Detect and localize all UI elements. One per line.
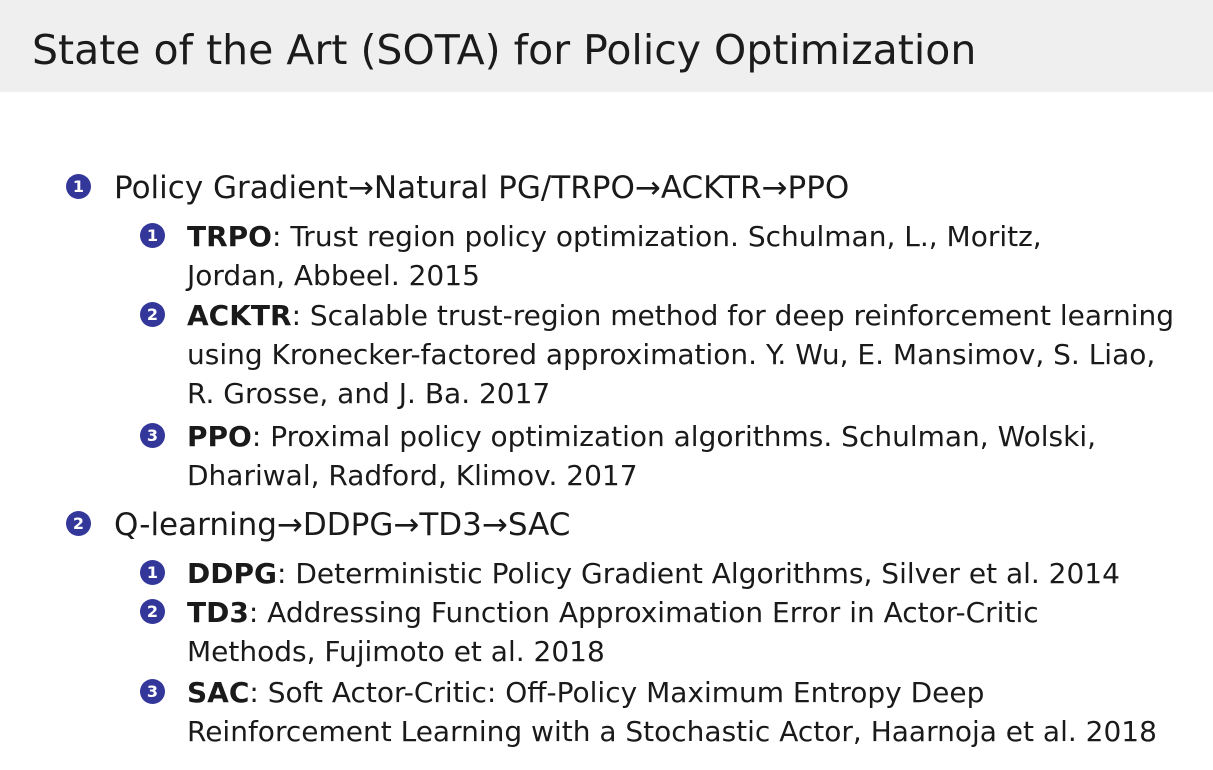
- citation-line: Dhariwal, Radford, Klimov. 2017: [187, 459, 638, 492]
- sub-item-text: PPO: Proximal policy optimization algori…: [187, 417, 1096, 495]
- citation-line: Reinforcement Learning with a Stochastic…: [187, 715, 1157, 748]
- citation-line: : Deterministic Policy Gradient Algorith…: [277, 557, 1120, 590]
- sub-item-text: DDPG: Deterministic Policy Gradient Algo…: [187, 554, 1120, 593]
- citation-line: : Addressing Function Approximation Erro…: [248, 596, 1039, 629]
- sub-item-text: TD3: Addressing Function Approximation E…: [187, 593, 1039, 671]
- citation-line: : Soft Actor-Critic: Off-Policy Maximum …: [249, 676, 985, 709]
- citation-line: Methods, Fujimoto et al. 2018: [187, 635, 605, 668]
- citation-line: : Scalable trust-region method for deep …: [291, 299, 1175, 332]
- algorithm-name: PPO: [187, 420, 252, 453]
- number-badge: 2: [66, 511, 91, 536]
- number-badge: 2: [140, 302, 165, 327]
- number-badge: 3: [140, 679, 165, 704]
- citation-line: Jordan, Abbeel. 2015: [187, 259, 480, 292]
- algorithm-name: DDPG: [187, 557, 277, 590]
- citation-line: : Trust region policy optimization. Schu…: [271, 220, 1042, 253]
- number-badge: 2: [140, 599, 165, 624]
- number-badge: 1: [140, 560, 165, 585]
- number-badge: 3: [140, 423, 165, 448]
- item-text: Q-learning→DDPG→TD3→SAC: [114, 507, 571, 543]
- algorithm-name: SAC: [187, 676, 250, 709]
- citation-line: : Proximal policy optimization algorithm…: [251, 420, 1097, 453]
- algorithm-name: ACKTR: [187, 299, 292, 332]
- sub-item-text: ACKTR: Scalable trust-region method for …: [187, 296, 1174, 413]
- citation-line: R. Grosse, and J. Ba. 2017: [187, 377, 551, 410]
- slide-title: State of the Art (SOTA) for Policy Optim…: [32, 26, 977, 74]
- title-bar: State of the Art (SOTA) for Policy Optim…: [0, 0, 1213, 92]
- algorithm-name: TRPO: [187, 220, 272, 253]
- number-badge: 1: [66, 174, 91, 199]
- citation-line: using Kronecker-factored approximation. …: [187, 338, 1156, 371]
- sub-item-text: SAC: Soft Actor-Critic: Off-Policy Maxim…: [187, 673, 1157, 751]
- number-badge: 1: [140, 223, 165, 248]
- item-text: Policy Gradient→Natural PG/TRPO→ACKTR→PP…: [114, 170, 850, 206]
- algorithm-name: TD3: [187, 596, 249, 629]
- sub-item-text: TRPO: Trust region policy optimization. …: [187, 217, 1042, 295]
